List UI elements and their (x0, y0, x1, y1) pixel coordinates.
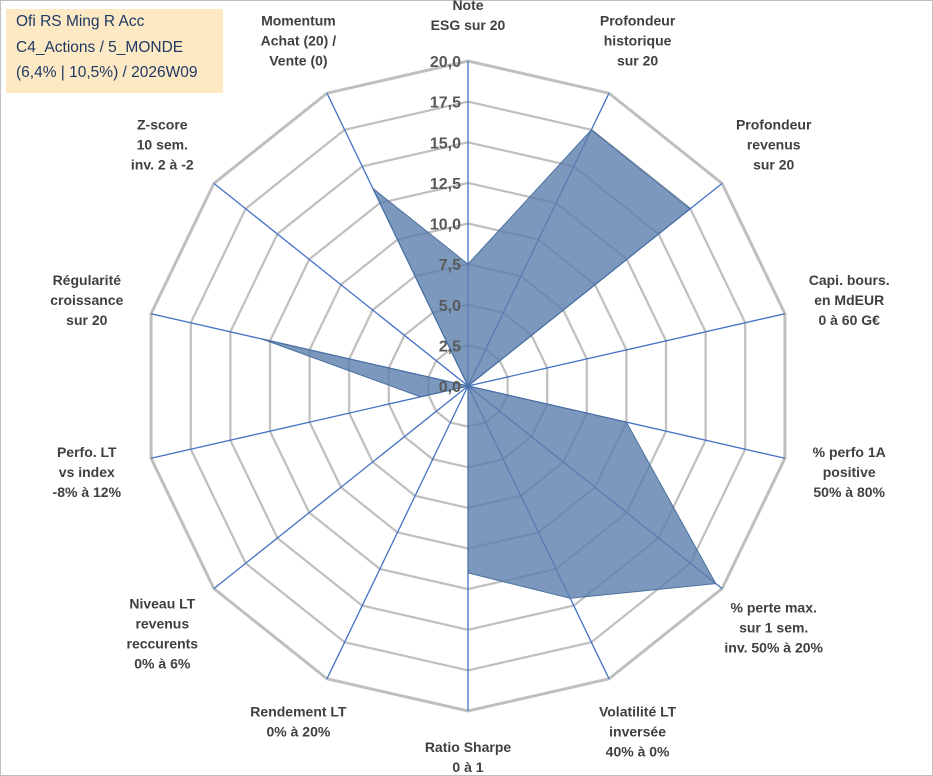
tick-label: 0,0 (439, 379, 461, 396)
axis-spoke (150, 385, 469, 459)
axis-label: Volatilité LT inversée 40% à 0% (599, 704, 677, 760)
fund-category: C4_Actions / 5_MONDE (16, 39, 184, 56)
tick-label: 12,5 (430, 176, 461, 193)
fund-stats: (6,4% | 10,5%) / 2026W09 (16, 64, 198, 81)
axis-label: Momentum Achat (20) / Vente (0) (261, 12, 337, 68)
axis-spoke (326, 385, 469, 680)
axis-label: Profondeur revenus sur 20 (736, 117, 812, 173)
tick-label: 17,5 (430, 95, 461, 112)
tick-label: 20,0 (430, 54, 461, 71)
tick-label: 15,0 (430, 135, 461, 152)
axis-label: Capi. bours. en MdEUR 0 à 60 G€ (809, 272, 890, 328)
axis-spoke (213, 182, 469, 387)
axis-spoke (213, 385, 469, 590)
axis-label: Perfo. LT vs index -8% à 12% (53, 444, 122, 500)
tick-label: 5,0 (439, 298, 461, 315)
axis-label: Note ESG sur 20 (431, 0, 506, 33)
radar-axis-labels: Note ESG sur 20 Profondeur historique sur 20… (50, 0, 889, 775)
axis-label: Rendement LT 0% à 20% (250, 704, 347, 740)
radar-series (261, 129, 717, 599)
radar-tick-labels: 0,0 2,5 5,0 7,5 10,0 12,5 15,0 17,5 20,0 (430, 54, 461, 396)
axis-label: Ratio Sharpe 0 à 1 (425, 739, 512, 775)
axis-label: % perte max. sur 1 sem. inv. 50% à 20% (724, 599, 823, 655)
axis-spoke (467, 313, 786, 387)
axis-label: Profondeur historique sur 20 (600, 12, 676, 68)
tick-label: 10,0 (430, 217, 461, 234)
title-box: Ofi RS Ming R Acc C4_Actions / 5_MONDE (… (6, 9, 223, 93)
fund-name: Ofi RS Ming R Acc (16, 13, 145, 30)
tick-label: 7,5 (439, 257, 461, 274)
axis-label: Régularité croissance sur 20 (50, 272, 123, 328)
axis-label: Niveau LT revenus reccurents 0% à 6% (127, 596, 199, 672)
axis-label: % perfo 1A positive 50% à 80% (813, 444, 886, 500)
axis-label: Z-score 10 sem. inv. 2 à -2 (131, 117, 194, 173)
tick-label: 2,5 (439, 338, 461, 355)
series-area (261, 129, 717, 599)
